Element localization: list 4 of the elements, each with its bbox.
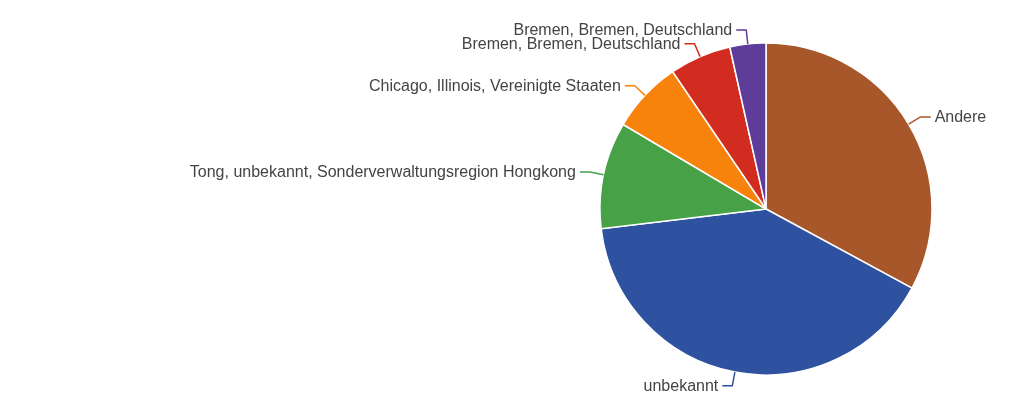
slice-label: Andere bbox=[934, 107, 987, 125]
slice-label: Tong, unbekannt, Sonderverwaltungsregion Hongkong bbox=[189, 162, 576, 180]
slice-label: unbekannt bbox=[643, 376, 719, 394]
slice-label: Chicago, Illinois, Vereinigte Staaten bbox=[369, 76, 621, 94]
